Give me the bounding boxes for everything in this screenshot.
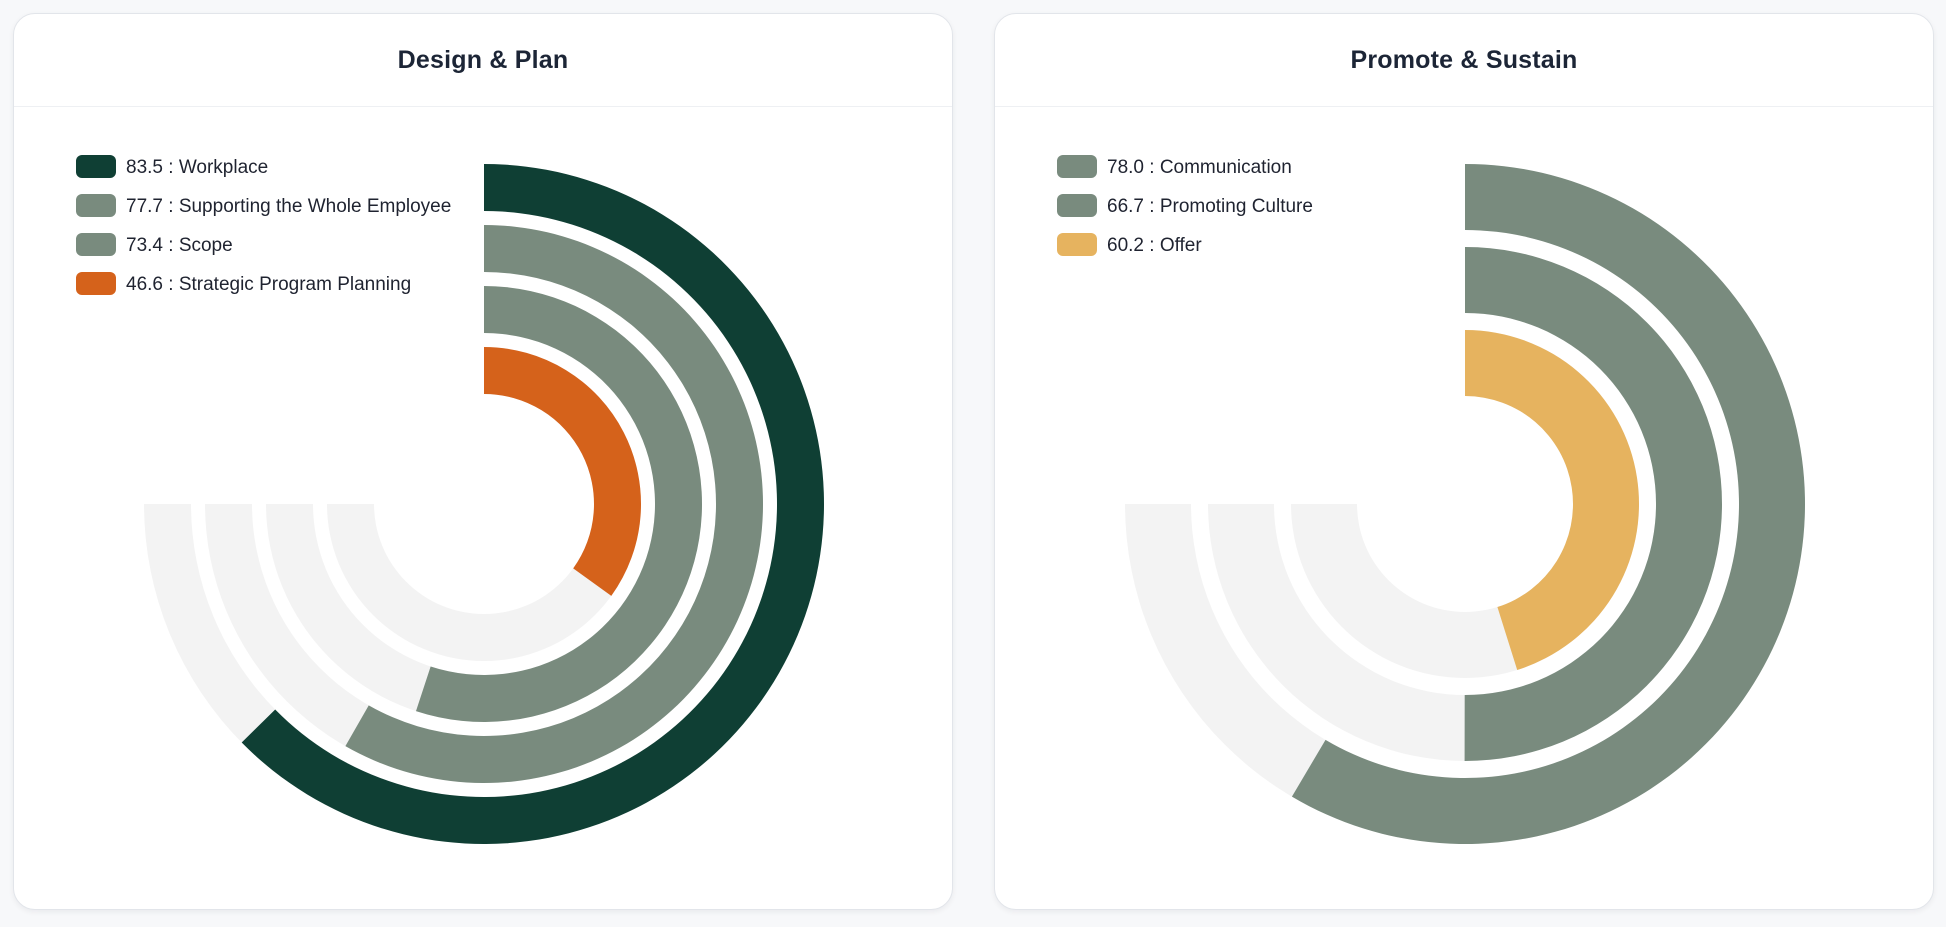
legend-item[interactable]: 77.7 : Supporting the Whole Employee bbox=[76, 194, 451, 217]
legend-swatch bbox=[1057, 233, 1097, 256]
chart-card-promote-sustain: Promote & Sustain 78.0 : Communication 66… bbox=[994, 13, 1934, 910]
legend-item[interactable]: 66.7 : Promoting Culture bbox=[1057, 194, 1313, 217]
card-header: Promote & Sustain bbox=[995, 14, 1933, 107]
chart-title: Promote & Sustain bbox=[1350, 45, 1578, 74]
radial-bar-offer[interactable] bbox=[1465, 330, 1639, 670]
legend-swatch bbox=[76, 155, 116, 178]
legend-item[interactable]: 46.6 : Strategic Program Planning bbox=[76, 272, 411, 295]
radial-bar-workplace[interactable] bbox=[241, 164, 824, 845]
legend-swatch bbox=[1057, 194, 1097, 217]
chart-title: Design & Plan bbox=[397, 45, 569, 74]
legend-label: 46.6 : Strategic Program Planning bbox=[126, 274, 411, 295]
card-header: Design & Plan bbox=[14, 14, 952, 107]
radial-bar-supporting-the-whole-employee[interactable] bbox=[345, 225, 764, 783]
legend-swatch bbox=[76, 272, 116, 295]
legend-swatch bbox=[1057, 155, 1097, 178]
radial-bar-communication[interactable] bbox=[1291, 164, 1805, 844]
legend-label: 73.4 : Scope bbox=[126, 235, 233, 256]
radial-bar-promoting-culture[interactable] bbox=[1464, 247, 1722, 761]
radial-bar-scope[interactable] bbox=[415, 286, 702, 723]
legend-label: 60.2 : Offer bbox=[1107, 235, 1202, 256]
legend-item[interactable]: 73.4 : Scope bbox=[76, 233, 233, 256]
radial-bar-chart: 78.0 : Communication 66.7 : Promoting Cul… bbox=[1057, 155, 1805, 844]
legend-label: 78.0 : Communication bbox=[1107, 157, 1292, 178]
legend-label: 66.7 : Promoting Culture bbox=[1107, 196, 1313, 217]
legend-item[interactable]: 83.5 : Workplace bbox=[76, 155, 268, 178]
legend-label: 83.5 : Workplace bbox=[126, 157, 268, 178]
radial-bar-chart: 83.5 : Workplace 77.7 : Supporting the Wh… bbox=[76, 155, 824, 845]
legend-swatch bbox=[76, 194, 116, 217]
legend-item[interactable]: 60.2 : Offer bbox=[1057, 233, 1202, 256]
legend-swatch bbox=[76, 233, 116, 256]
radial-bar-strategic-program-planning[interactable] bbox=[484, 347, 641, 596]
legend-label: 77.7 : Supporting the Whole Employee bbox=[126, 196, 451, 217]
legend-item[interactable]: 78.0 : Communication bbox=[1057, 155, 1292, 178]
chart-card-design-plan: Design & Plan 83.5 : Workplace 77.7 : Sup… bbox=[13, 13, 953, 910]
